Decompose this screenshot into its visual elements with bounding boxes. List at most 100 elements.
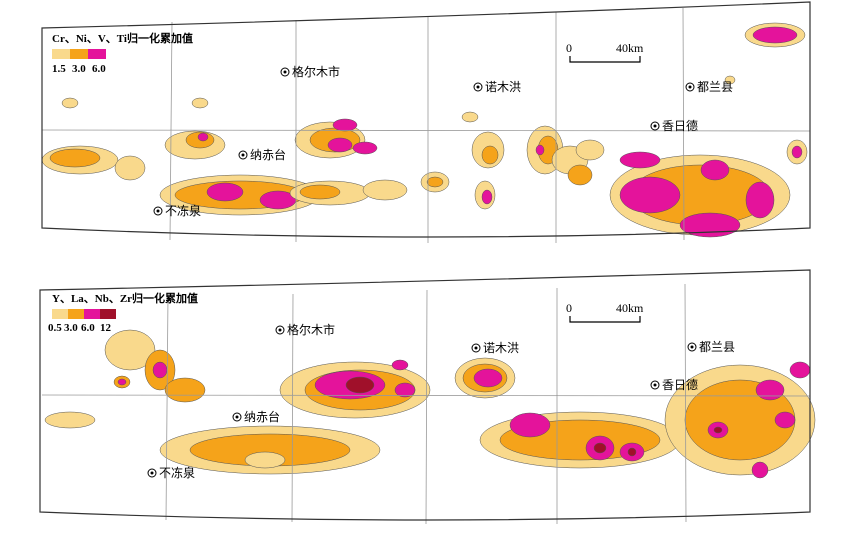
anomaly-zone bbox=[244, 451, 286, 469]
anomaly-zone bbox=[724, 75, 736, 85]
anomaly-zone bbox=[49, 148, 101, 168]
anomaly-zone bbox=[619, 176, 681, 214]
map-frame bbox=[39, 269, 811, 521]
scale-label: 40km bbox=[616, 301, 644, 315]
anomaly-zone bbox=[391, 359, 409, 371]
anomaly-zone bbox=[619, 151, 661, 169]
place-marker bbox=[474, 346, 478, 350]
anomaly-zone bbox=[352, 141, 378, 155]
anomaly-areas bbox=[41, 22, 808, 238]
anomaly-zone bbox=[755, 379, 785, 401]
place-marker bbox=[688, 85, 692, 89]
legend-label: 3.0 bbox=[72, 63, 86, 75]
anomaly-zone bbox=[197, 132, 209, 142]
place-name: 都兰县 bbox=[699, 340, 735, 354]
anomaly-zone bbox=[713, 426, 723, 434]
place-marker bbox=[241, 153, 245, 157]
anomaly-zone bbox=[327, 137, 353, 153]
place-marker bbox=[476, 85, 480, 89]
place-name: 诺木洪 bbox=[485, 80, 521, 94]
anomaly-zone bbox=[114, 155, 146, 181]
anomaly-zone bbox=[481, 145, 499, 165]
place-name: 格尔木市 bbox=[287, 322, 335, 337]
place-marker bbox=[232, 412, 242, 422]
anomaly-zone bbox=[789, 361, 811, 379]
legend-label: 6.0 bbox=[92, 63, 106, 75]
legend-label: 6.0 bbox=[81, 322, 95, 334]
place-marker bbox=[471, 343, 481, 353]
anomaly-zone bbox=[394, 382, 416, 398]
legend-swatch bbox=[100, 309, 116, 319]
place-marker bbox=[280, 67, 290, 77]
anomaly-zone bbox=[774, 411, 796, 429]
place-name: 香日德 bbox=[662, 118, 698, 133]
place-name: 诺木洪 bbox=[483, 341, 519, 355]
place-name: 不冻泉 bbox=[159, 465, 195, 480]
anomaly-zone bbox=[164, 377, 206, 403]
legend-swatch bbox=[68, 309, 84, 319]
anomaly-zone bbox=[509, 412, 551, 438]
anomaly-zone bbox=[61, 97, 79, 109]
anomaly-zone bbox=[752, 26, 798, 44]
legend-swatch bbox=[88, 49, 106, 59]
legend-label: 0.5 bbox=[48, 322, 62, 334]
anomaly-zone bbox=[191, 97, 209, 109]
scale-label: 0 bbox=[566, 301, 572, 315]
map-frame bbox=[41, 1, 811, 238]
scale-bar bbox=[569, 316, 641, 323]
anomaly-zone bbox=[362, 179, 408, 201]
anomaly-zone bbox=[575, 139, 605, 161]
scale-bar bbox=[569, 56, 641, 63]
place-name: 香日德 bbox=[662, 377, 698, 392]
anomaly-zone bbox=[535, 144, 545, 156]
grid bbox=[41, 7, 811, 525]
legend-swatch bbox=[70, 49, 88, 59]
place-marker bbox=[473, 82, 483, 92]
anomaly-zone bbox=[791, 145, 803, 159]
place-marker bbox=[150, 471, 154, 475]
place-marker bbox=[153, 206, 163, 216]
grid-line bbox=[41, 283, 811, 525]
place-marker bbox=[685, 82, 695, 92]
anomaly-zone bbox=[299, 184, 341, 200]
anomaly-zone bbox=[44, 411, 96, 429]
place-marker bbox=[238, 150, 248, 160]
anomaly-zone bbox=[345, 376, 375, 394]
place-name: 不冻泉 bbox=[165, 203, 201, 218]
legend-title: Cr、Ni、V、Ti归一化累加值 bbox=[52, 31, 193, 45]
anomaly-zone bbox=[593, 442, 607, 454]
anomaly-zone bbox=[117, 378, 127, 386]
legend-swatch bbox=[52, 49, 70, 59]
anomaly-zone bbox=[426, 176, 444, 188]
scale-label: 0 bbox=[566, 41, 572, 55]
place-marker bbox=[653, 383, 657, 387]
place-marker bbox=[283, 70, 287, 74]
legend-title: Y、La、Nb、Zr归一化累加值 bbox=[52, 291, 198, 305]
place-marker bbox=[690, 345, 694, 349]
anomaly-zone bbox=[206, 182, 244, 202]
grid-line bbox=[41, 7, 811, 243]
anomaly-zone bbox=[751, 461, 769, 479]
place-marker bbox=[278, 328, 282, 332]
legend-label: 12 bbox=[100, 322, 112, 334]
legend-label: 1.5 bbox=[52, 63, 66, 75]
anomaly-zone bbox=[473, 368, 503, 388]
anomaly-zone bbox=[104, 329, 156, 371]
scale-label: 40km bbox=[616, 41, 644, 55]
place-name: 格尔木市 bbox=[292, 64, 340, 79]
anomaly-areas bbox=[44, 329, 816, 479]
anomaly-zone bbox=[461, 111, 479, 123]
legend-label: 3.0 bbox=[64, 322, 78, 334]
place-marker bbox=[156, 209, 160, 213]
place-marker bbox=[650, 121, 660, 131]
anomaly-zone bbox=[481, 189, 493, 205]
anomaly-zone bbox=[567, 164, 593, 186]
legend-swatch bbox=[52, 309, 68, 319]
place-marker bbox=[650, 380, 660, 390]
anomaly-zone bbox=[745, 181, 775, 219]
place-name: 都兰县 bbox=[697, 80, 733, 94]
anomaly-zone bbox=[700, 159, 730, 181]
place-marker bbox=[235, 415, 239, 419]
